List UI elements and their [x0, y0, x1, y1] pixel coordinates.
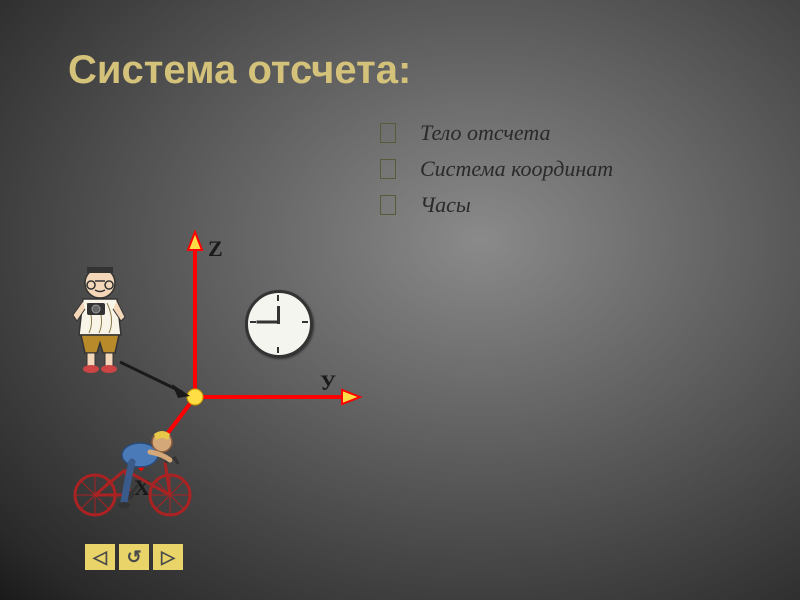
reload-icon: ↺	[126, 547, 141, 568]
triangle-left-icon: ◁	[93, 547, 107, 568]
triangle-right-icon: ▷	[161, 547, 175, 568]
origin-point-icon	[187, 389, 203, 405]
bullet-text: Часы	[420, 192, 471, 218]
bullet-box-icon	[380, 159, 396, 179]
y-axis-label: У	[320, 370, 336, 396]
pointer-arrowhead-icon	[172, 384, 190, 398]
tourist-icon	[65, 265, 135, 380]
z-axis-label: Z	[208, 236, 223, 262]
nav-home-button[interactable]: ↺	[119, 544, 149, 570]
nav-next-button[interactable]: ▷	[153, 544, 183, 570]
bullet-text: Система координат	[420, 156, 613, 182]
nav-buttons: ◁ ↺ ▷	[85, 544, 183, 570]
nav-prev-button[interactable]: ◁	[85, 544, 115, 570]
z-arrowhead-icon	[188, 232, 202, 250]
bullet-list: Тело отсчета Система координат Часы	[380, 120, 613, 228]
slide-root: Система отсчета: Тело отсчета Система ко…	[0, 0, 800, 600]
clock-icon	[245, 290, 313, 358]
bullet-box-icon	[380, 123, 396, 143]
bullet-box-icon	[380, 195, 396, 215]
list-item: Часы	[380, 192, 613, 218]
bullet-text: Тело отсчета	[420, 120, 551, 146]
page-title: Система отсчета:	[68, 48, 411, 93]
cyclist-icon	[70, 420, 200, 525]
y-arrowhead-icon	[342, 390, 360, 404]
list-item: Тело отсчета	[380, 120, 613, 146]
list-item: Система координат	[380, 156, 613, 182]
